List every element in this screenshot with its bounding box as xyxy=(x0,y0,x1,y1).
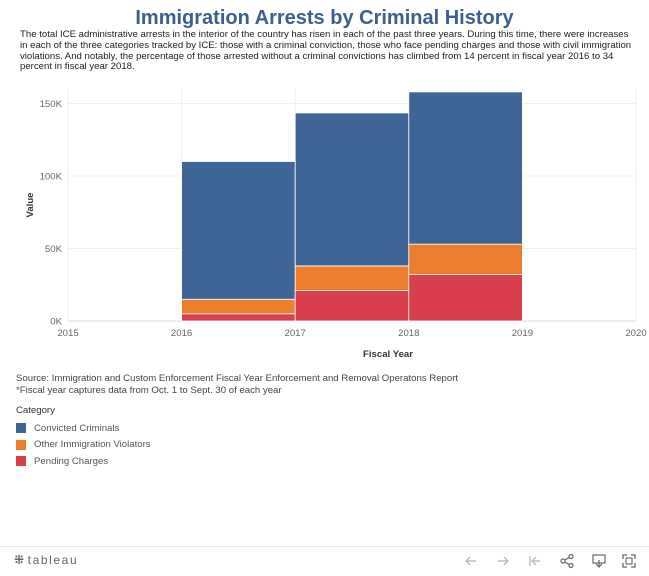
legend-label: Convicted Criminals xyxy=(34,422,120,434)
legend-item-other-immigration-violators[interactable]: Other Immigration Violators xyxy=(16,437,151,454)
bar-segment-other-immigration-violators-2017 xyxy=(294,265,410,291)
page-title: Immigration Arrests by Criminal History xyxy=(135,7,514,29)
legend-swatch xyxy=(16,456,26,467)
x-tick-label: 2015 xyxy=(57,328,78,339)
download-icon[interactable] xyxy=(590,552,608,570)
revert-icon[interactable] xyxy=(526,552,544,570)
share-icon[interactable] xyxy=(558,552,576,570)
redo-icon[interactable] xyxy=(494,552,512,570)
legend-item-convicted-criminals[interactable]: Convicted Criminals xyxy=(16,420,151,437)
chart-area: 0K 50K 100K 150K 2015 2016 2017 2018 2019 2020 Fis… xyxy=(0,85,649,365)
legend-swatch xyxy=(16,439,26,450)
bar-segment-pending-charges-2017 xyxy=(294,290,410,322)
legend-title: Category xyxy=(16,405,55,416)
bar-segment-pending-charges-2016 xyxy=(181,313,296,322)
stacked-bar-chart: 0K 50K 100K 150K 2015 2016 2017 2018 2019 2020 Fis… xyxy=(25,89,647,360)
legend-label: Other Immigration Violators xyxy=(34,439,151,451)
x-tick-label: 2016 xyxy=(171,328,192,339)
y-axis-title: Value xyxy=(25,192,36,217)
legend: Category Convicted Criminals Other Immig… xyxy=(16,405,151,470)
y-tick-label: 150K xyxy=(40,99,63,110)
x-tick-label: 2019 xyxy=(512,328,533,339)
x-tick-label: 2018 xyxy=(398,328,419,339)
x-axis-title: Fiscal Year xyxy=(363,349,413,360)
y-tick-label: 100K xyxy=(40,172,63,183)
fullscreen-icon[interactable] xyxy=(620,552,638,570)
y-tick-label: 50K xyxy=(45,244,63,255)
bar-segment-pending-charges-2018 xyxy=(408,274,523,322)
source-line: Source: Immigration and Custom Enforceme… xyxy=(16,373,459,384)
y-tick-label: 0K xyxy=(50,317,62,328)
chart-description: The total ICE administrative arrests in … xyxy=(20,29,632,73)
fiscal-year-note: *Fiscal year captures data from Oct. 1 t… xyxy=(16,384,282,396)
bar-segment-convicted-criminals-2018 xyxy=(408,91,523,245)
legend-item-pending-charges[interactable]: Pending Charges xyxy=(16,453,151,470)
x-tick-label: 2020 xyxy=(625,328,646,339)
bar-segment-other-immigration-violators-2018 xyxy=(408,243,523,275)
bar-segment-convicted-criminals-2017 xyxy=(294,112,410,267)
tableau-logo[interactable]: ⁜ tableau xyxy=(14,553,78,567)
bar-segment-convicted-criminals-2016 xyxy=(181,161,296,300)
tableau-plus-icon: ⁜ xyxy=(14,553,26,567)
tableau-wordmark: tableau xyxy=(27,553,79,567)
source-note: Source: Immigration and Custom Enforceme… xyxy=(16,373,458,396)
legend-swatch xyxy=(16,423,26,434)
legend-label: Pending Charges xyxy=(34,455,109,467)
undo-icon[interactable] xyxy=(462,552,480,570)
bar-segment-other-immigration-violators-2016 xyxy=(181,298,296,315)
x-tick-label: 2017 xyxy=(285,328,306,339)
tableau-toolbar: ⁜ tableau xyxy=(0,546,649,576)
